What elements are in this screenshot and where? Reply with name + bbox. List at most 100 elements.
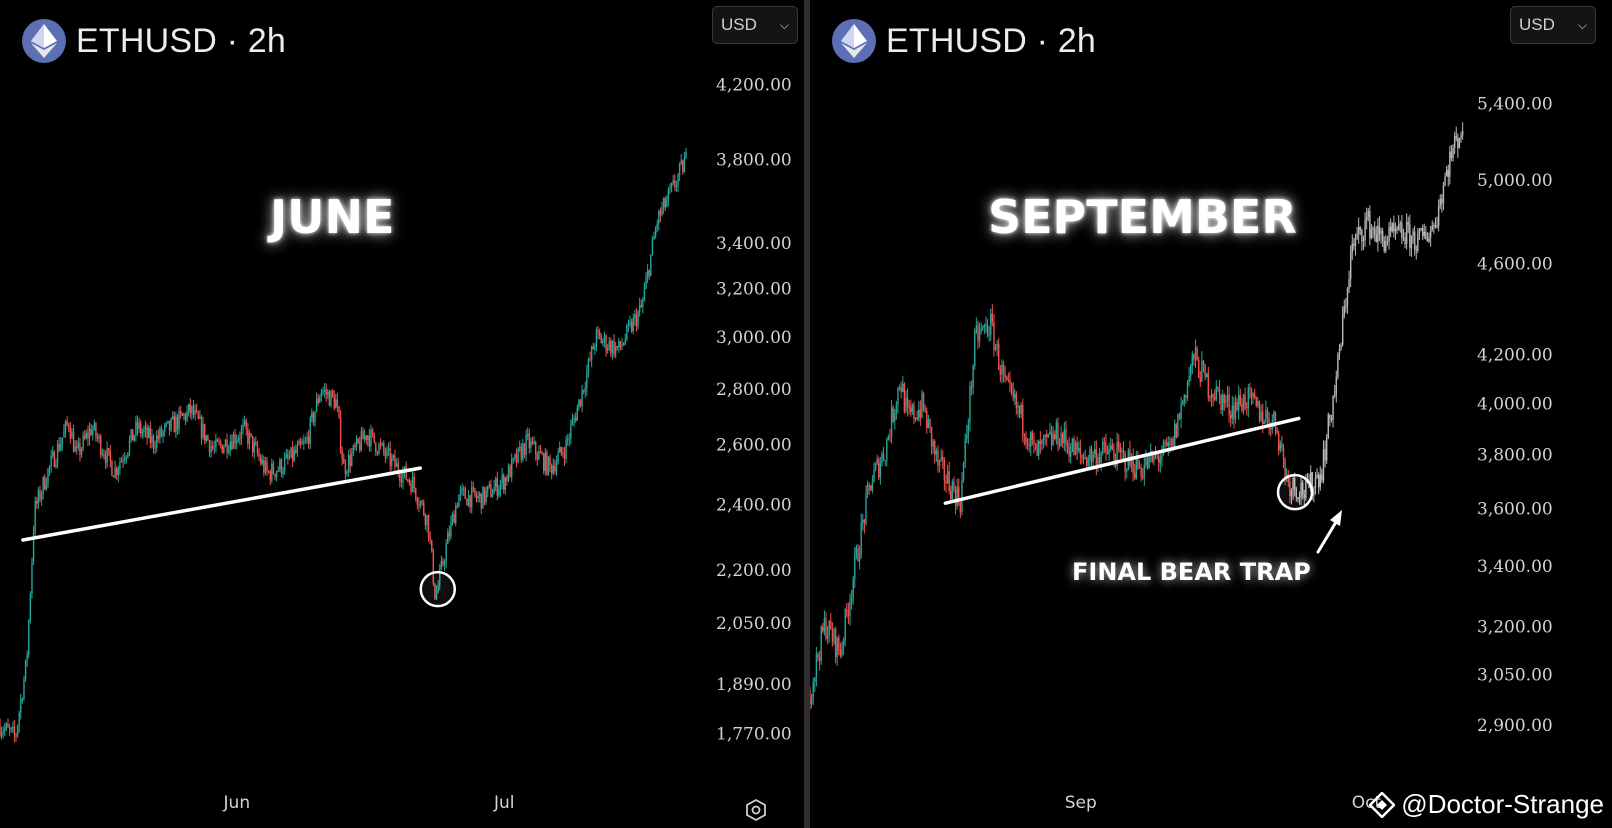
candle-body [1290, 490, 1293, 497]
candle-body [1012, 390, 1014, 398]
currency-select[interactable]: USD ⌵ [712, 6, 798, 44]
candle-body [344, 463, 347, 474]
candle-body [64, 421, 67, 431]
candle-body [493, 486, 495, 494]
candle-body [1207, 373, 1210, 398]
candle-body [525, 434, 527, 455]
candle-body [5, 723, 8, 729]
candle-body [1311, 472, 1313, 496]
candle-body [453, 514, 455, 524]
candle-body [1431, 225, 1433, 230]
candle-body [937, 450, 939, 466]
candle-body [1025, 436, 1027, 444]
candle-body [1111, 445, 1114, 451]
candle-body [427, 515, 430, 537]
candle-body [1337, 354, 1339, 377]
y-tick-label: 3,200.00 [716, 280, 792, 300]
candle-body [526, 433, 529, 435]
candle-body [627, 324, 630, 326]
candle-body [1351, 243, 1353, 253]
highlight-circle [1276, 473, 1314, 511]
currency-select[interactable]: USD ⌵ [1510, 6, 1596, 44]
candle-body [1249, 387, 1251, 389]
candle-body [1353, 243, 1355, 246]
candle-body [1284, 458, 1286, 477]
candle-body [20, 699, 22, 713]
candle-body [1194, 348, 1197, 360]
candle-body [1397, 224, 1400, 231]
candle-body [1298, 497, 1301, 499]
candle-body [357, 438, 359, 443]
candle-body [432, 550, 435, 584]
candle-body [956, 486, 958, 506]
candle-body [66, 421, 68, 425]
candle-body [536, 454, 538, 460]
candle-body [306, 436, 308, 442]
candle-body [320, 392, 323, 397]
candle-body [259, 457, 262, 464]
candle-body [653, 236, 655, 240]
candle-body [84, 435, 86, 438]
candle-body [1314, 477, 1317, 489]
candle-body [1333, 394, 1336, 396]
symbol-label: ETHUSD · 2h [886, 21, 1097, 60]
candle-body [1221, 394, 1224, 410]
candle-body [1423, 231, 1425, 236]
candle-body [597, 329, 599, 332]
candle-body [967, 423, 970, 435]
candle-body [426, 515, 428, 525]
candle-body [55, 463, 57, 467]
candle-body [1391, 223, 1393, 232]
y-tick-label: 1,770.00 [716, 724, 792, 744]
candle-body [514, 454, 516, 458]
candle-body [479, 493, 481, 497]
candle-body [0, 732, 3, 736]
candle-body [1087, 459, 1090, 466]
candle-body [335, 399, 337, 409]
candle-body [624, 339, 626, 344]
candle-body [389, 448, 391, 466]
candle-body [820, 626, 822, 661]
price-chart-september[interactable]: 5,400.00 5,000.00 4,600.00 4,200.00 4,000.00… [810, 0, 1612, 828]
candle-body [1324, 449, 1326, 461]
candle-body [124, 459, 126, 461]
candle-body [520, 446, 522, 460]
candle-body [1345, 305, 1347, 307]
candle-body [1377, 225, 1379, 243]
candle-body [586, 371, 588, 389]
ethereum-logo-icon [832, 19, 876, 63]
candle-body [683, 158, 686, 173]
candle-body [80, 448, 83, 455]
candle-body [351, 453, 353, 466]
candle-body [183, 414, 185, 416]
candle-body [825, 617, 827, 639]
candle-body [304, 441, 307, 443]
settings-icon[interactable] [744, 798, 768, 822]
candle-body [982, 326, 984, 329]
candle-body [1023, 433, 1026, 437]
candle-body [1214, 397, 1216, 400]
candle-body [1033, 440, 1035, 444]
candle-body [1132, 456, 1134, 474]
candle-body [958, 486, 960, 503]
candle-body [1247, 387, 1249, 408]
candle-body [999, 369, 1002, 375]
candle-body [929, 419, 931, 427]
y-tick-label: 5,000.00 [1477, 171, 1553, 191]
y-tick-label: 3,050.00 [1477, 665, 1553, 685]
candle-body [608, 340, 610, 349]
candle-body [1159, 459, 1162, 463]
candle-body [1415, 249, 1417, 251]
candle-body [327, 391, 329, 395]
candle-body [1313, 488, 1315, 496]
candle-body [1137, 456, 1139, 469]
candle-body [287, 454, 289, 458]
price-chart-june[interactable]: 4,200.00 3,800.00 3,400.00 3,200.00 3,000.00… [0, 0, 804, 828]
candle-body [394, 455, 396, 467]
candle-body [487, 486, 489, 492]
candle-body [1261, 411, 1264, 424]
candle-body [1026, 443, 1029, 445]
candle-body [675, 185, 678, 188]
candle-body [913, 404, 915, 419]
candle-body [1161, 454, 1163, 460]
